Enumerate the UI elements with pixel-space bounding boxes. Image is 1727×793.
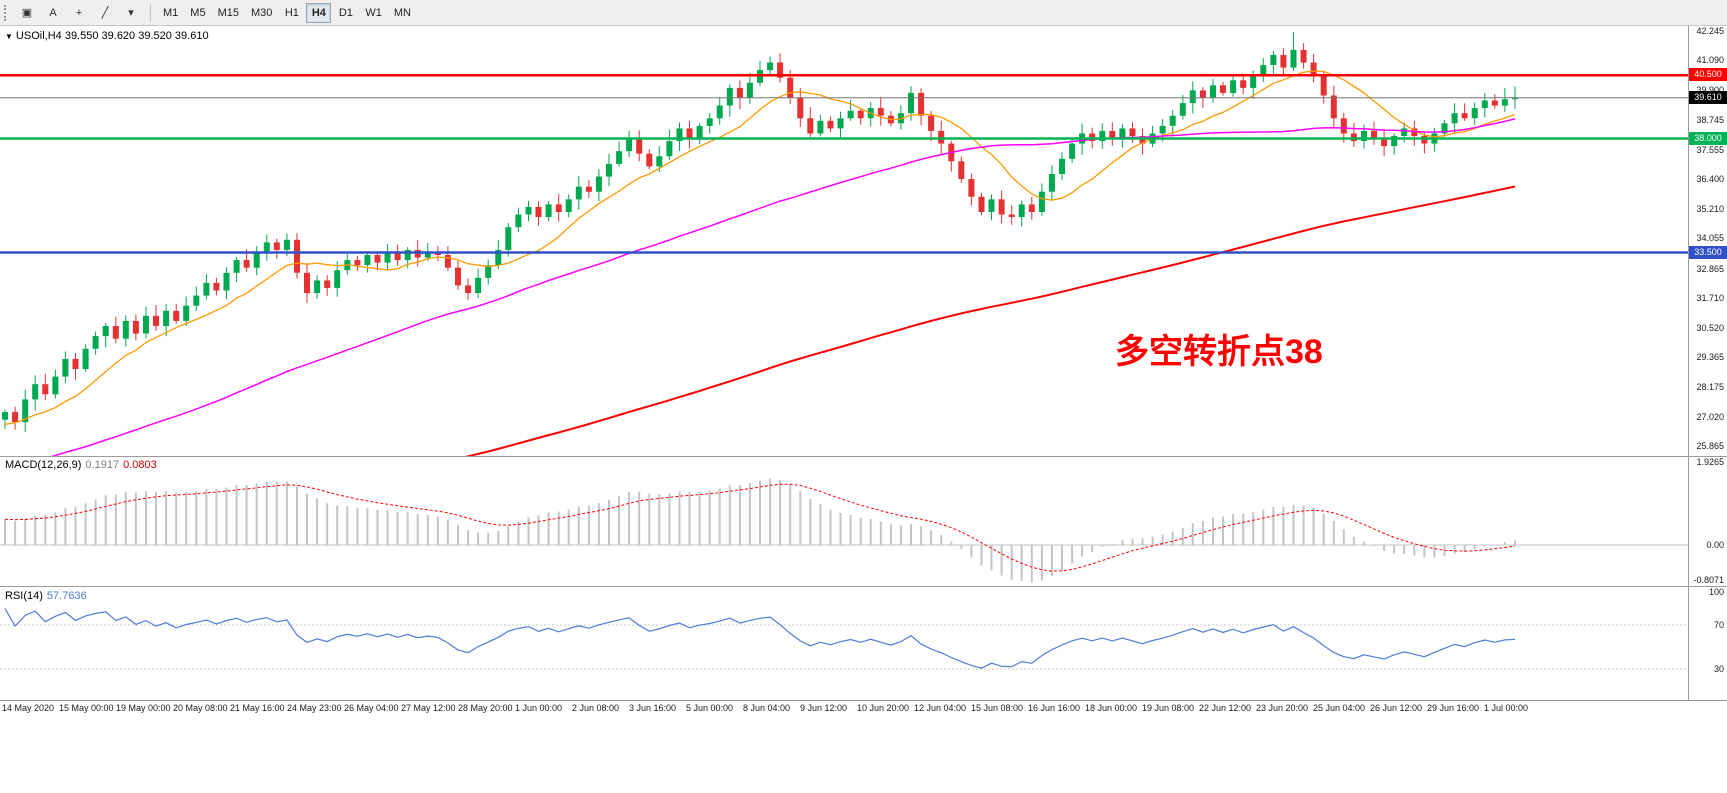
price-axis-label: 31.710 (1696, 292, 1724, 303)
text-tool-icon[interactable]: A (41, 3, 65, 23)
price-axis-label: 27.020 (1696, 411, 1724, 422)
macd-axis-label: 1.9265 (1696, 457, 1724, 468)
time-axis-label: 26 Jun 12:00 (1370, 703, 1423, 713)
price-axis-label: 41.090 (1696, 55, 1724, 66)
timeframe-button-d1[interactable]: D1 (333, 3, 358, 23)
macd-value-main: 0.1917 (85, 459, 120, 471)
time-axis-label: 3 Jun 16:00 (629, 703, 677, 713)
price-axis-label: 39.900 (1696, 85, 1724, 95)
time-axis-label: 1 Jul 00:00 (1484, 703, 1529, 713)
macd-value-signal: 0.0803 (123, 459, 157, 471)
dropdown-caret-icon[interactable]: ▾ (119, 3, 143, 23)
rsi-name: RSI(14) (5, 590, 43, 602)
macd-label: MACD(12,26,9) 0.1917 0.0803 (5, 459, 157, 471)
rsi-axis-label: 100 (1708, 587, 1724, 597)
price-axis-label: 32.865 (1696, 263, 1724, 274)
macd-axis-label: 0.00 (1706, 540, 1724, 550)
timeframe-group: M1 M5 M15 M30 H1 H4 D1 W1 MN (158, 2, 416, 23)
time-axis-label: 15 May 00:00 (59, 703, 114, 713)
main-toolbar: ▣ A + ╱ ▾ M1 M5 M15 M30 H1 H4 D1 W1 MN (0, 0, 1727, 26)
price-tag-38.000: 38.000 (1689, 131, 1727, 145)
time-axis-label: 19 May 00:00 (116, 703, 171, 713)
ma-fast-line (4, 70, 1516, 426)
timeframe-button-mn[interactable]: MN (389, 3, 416, 23)
chart-window-icon[interactable]: ▣ (15, 3, 39, 23)
draw-tools-icon[interactable]: ╱ (93, 3, 117, 23)
time-axis-label: 1 Jun 00:00 (515, 703, 563, 713)
time-axis-label: 27 May 12:00 (401, 703, 456, 713)
price-axis-label: 28.175 (1696, 382, 1724, 393)
symbol-ohlc-text: USOil,H4 39.550 39.620 39.520 39.610 (15, 30, 209, 42)
chart-menu-arrow-icon[interactable]: ▼ (5, 32, 13, 41)
rsi-value: 57.7636 (46, 590, 87, 602)
price-axis-label: 25.865 (1696, 440, 1724, 451)
macd-name: MACD(12,26,9) (5, 459, 82, 471)
crosshair-icon[interactable]: + (67, 3, 91, 23)
timeframe-button-h1[interactable]: H1 (279, 3, 304, 23)
price-axis-label: 37.555 (1696, 144, 1724, 155)
timeframe-button-m30[interactable]: M30 (246, 3, 277, 23)
timeframe-button-m5[interactable]: M5 (185, 3, 210, 23)
rsi-label: RSI(14) 57.7636 (5, 590, 87, 602)
timeframe-button-h4[interactable]: H4 (306, 2, 332, 23)
chart-annotation: 多空转折点38 (1115, 333, 1323, 371)
price-tag-33.500: 33.500 (1689, 245, 1727, 259)
time-axis-label: 29 Jun 16:00 (1427, 703, 1480, 713)
price-axis-label: 42.245 (1696, 26, 1724, 36)
time-axis-label: 24 May 23:00 (287, 703, 342, 713)
time-axis-label: 19 Jun 08:00 (1142, 703, 1195, 713)
time-axis-label: 14 May 2020 (2, 703, 55, 713)
macd-axis-label: -0.8071 (1693, 574, 1724, 585)
time-axis-label: 23 Jun 20:00 (1256, 703, 1309, 713)
timeframe-button-m15[interactable]: M15 (213, 3, 244, 23)
time-axis-label: 20 May 08:00 (173, 703, 228, 713)
bid-price-tag: 39.610 (1689, 90, 1727, 104)
toolbar-grip[interactable] (4, 4, 9, 21)
time-axis-label: 18 Jun 00:00 (1085, 703, 1138, 713)
time-axis-label: 28 May 20:00 (458, 703, 513, 713)
price-axis-label: 35.210 (1696, 204, 1724, 215)
time-axis-label: 9 Jun 12:00 (800, 703, 848, 713)
toolbar-separator (150, 3, 151, 22)
time-axis-label: 26 May 04:00 (344, 703, 399, 713)
time-axis-label: 21 May 16:00 (230, 703, 285, 713)
macd-layer (0, 478, 1688, 583)
ma-medium-line (50, 118, 1516, 456)
time-axis-label: 8 Jun 04:00 (743, 703, 791, 713)
time-axis-label: 22 Jun 12:00 (1199, 703, 1252, 713)
time-axis-label: 5 Jun 00:00 (686, 703, 734, 713)
time-axis-label: 25 Jun 04:00 (1313, 703, 1366, 713)
time-axis-label: 10 Jun 20:00 (857, 703, 910, 713)
time-axis-label: 16 Jun 16:00 (1028, 703, 1081, 713)
ma-slow-line (464, 185, 1516, 456)
price-axis[interactable]: 42.245 41.090 39.900 38.745 37.555 36.400 35.2… (1689, 0, 1727, 705)
time-axis[interactable]: 14 May 2020 15 May 00:00 19 May 00:00 20 Ma… (0, 701, 1689, 717)
time-axis-label: 15 Jun 08:00 (971, 703, 1024, 713)
time-axis-label: 12 Jun 04:00 (914, 703, 967, 713)
price-axis-label: 36.400 (1696, 174, 1724, 185)
timeframe-button-w1[interactable]: W1 (360, 3, 387, 23)
price-axis-label: 38.745 (1696, 114, 1724, 125)
price-axis-label: 29.365 (1696, 352, 1724, 363)
price-axis-label: 34.055 (1696, 233, 1724, 244)
price-tag-40.500: 40.500 (1689, 68, 1727, 82)
time-axis-label: 2 Jun 08:00 (572, 703, 620, 713)
timeframe-button-m1[interactable]: M1 (158, 3, 183, 23)
symbol-legend: ▼ USOil,H4 39.550 39.620 39.520 39.610 (5, 30, 209, 42)
rsi-axis-label: 70 (1713, 620, 1724, 630)
chart-tools-group: ▣ A + ╱ ▾ (15, 3, 143, 23)
rsi-axis-label: 30 (1713, 664, 1724, 674)
rsi-layer (0, 608, 1688, 670)
price-axis-label: 30.520 (1696, 322, 1724, 333)
